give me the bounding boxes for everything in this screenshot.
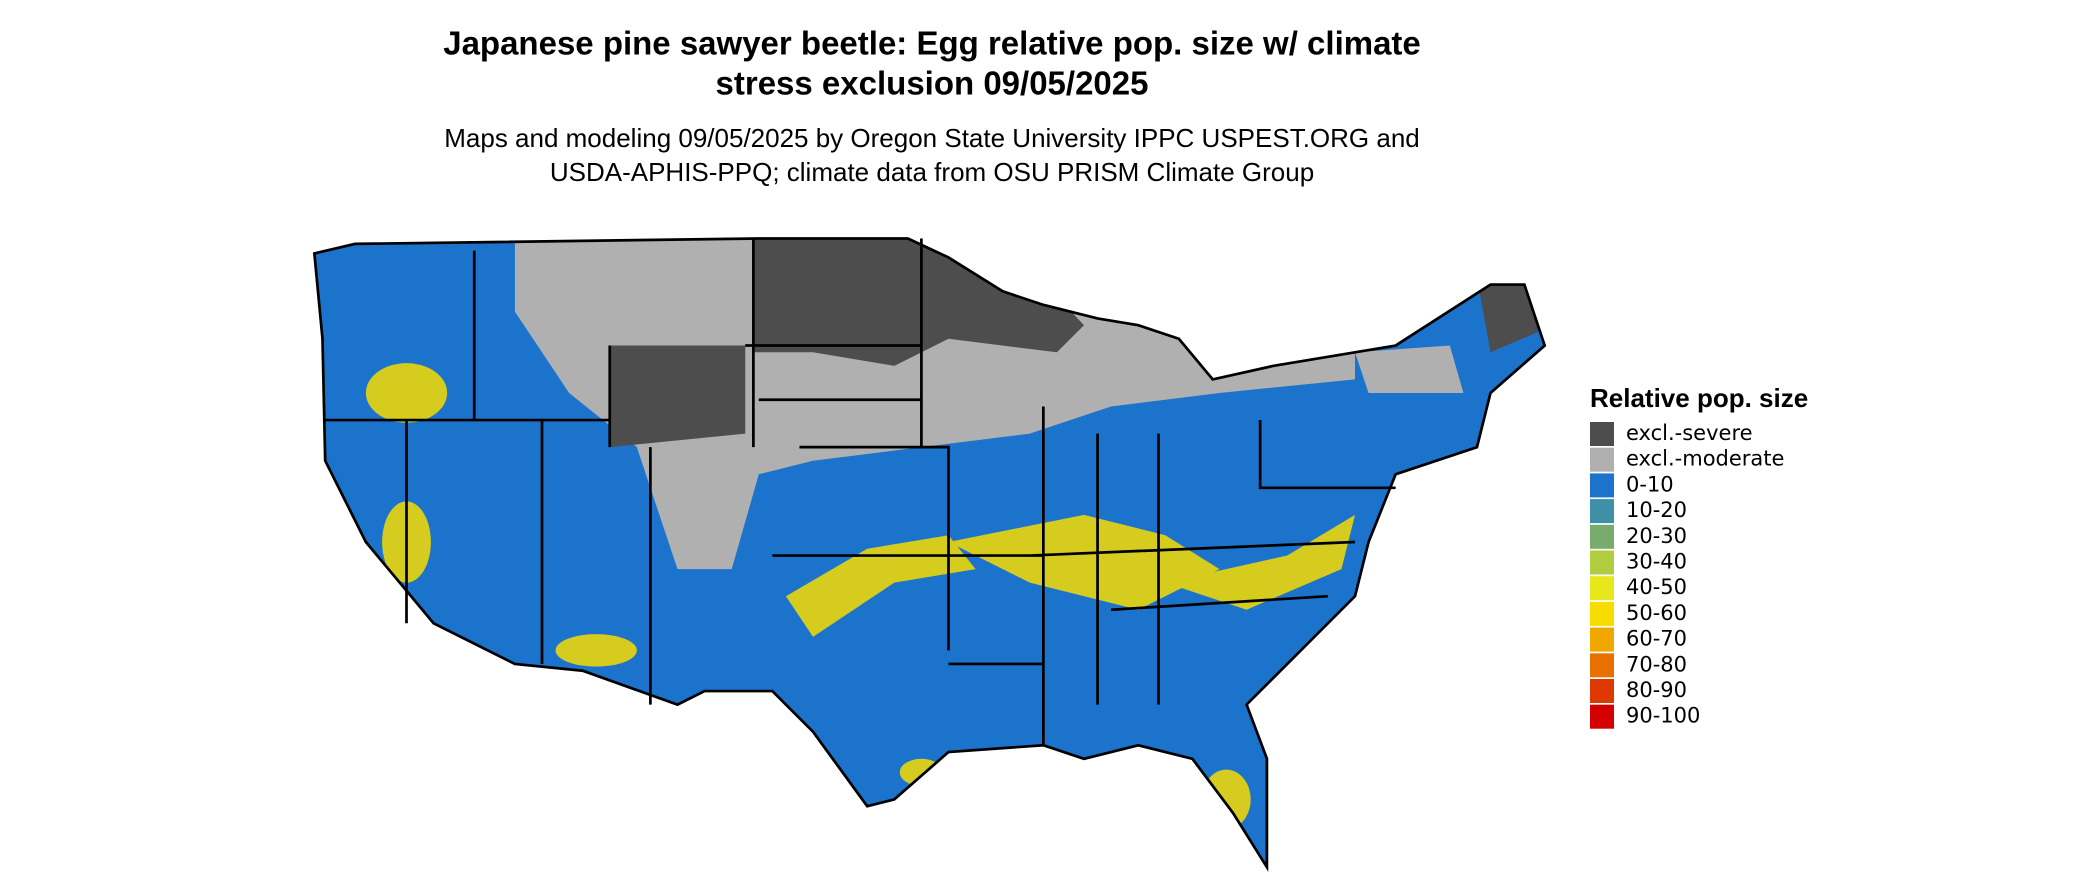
legend-label: 80-90 <box>1626 678 1687 702</box>
legend-swatch <box>1590 422 1614 446</box>
legend-swatch <box>1590 447 1614 472</box>
legend-label: 70-80 <box>1626 652 1687 676</box>
legend-swatch <box>1590 653 1614 678</box>
legend-swatch <box>1590 627 1614 652</box>
legend-swatch <box>1590 524 1614 549</box>
legend-swatch <box>1590 473 1614 498</box>
legend-swatch <box>1590 679 1614 703</box>
legend: excl.-severeexcl.-moderate0-1010-2020-30… <box>1590 421 1784 729</box>
map <box>313 237 1547 869</box>
legend-label: excl.-moderate <box>1626 447 1784 471</box>
legend-label: excl.-severe <box>1626 421 1753 445</box>
legend-swatch <box>1590 576 1614 601</box>
subtitle: Maps and modeling 09/05/2025 by Oregon S… <box>444 123 1420 153</box>
subtitle: USDA-APHIS-PPQ; climate data from OSU PR… <box>550 157 1314 187</box>
legend-label: 0-10 <box>1626 472 1674 496</box>
legend-swatch <box>1590 499 1614 524</box>
legend-label: 20-30 <box>1626 524 1687 548</box>
legend-label: 50-60 <box>1626 601 1687 625</box>
legend-label: 60-70 <box>1626 627 1687 651</box>
legend-label: 30-40 <box>1626 550 1687 574</box>
legend-swatch <box>1590 704 1614 729</box>
title: stress exclusion 09/05/2025 <box>716 65 1149 102</box>
title: Japanese pine sawyer beetle: Egg relativ… <box>443 25 1421 62</box>
legend-label: 10-20 <box>1626 498 1687 522</box>
legend-label: 40-50 <box>1626 575 1687 599</box>
legend-swatch <box>1590 550 1614 575</box>
legend-title: Relative pop. size <box>1590 383 1808 413</box>
legend-label: 90-100 <box>1626 704 1700 728</box>
legend-swatch <box>1590 601 1614 626</box>
